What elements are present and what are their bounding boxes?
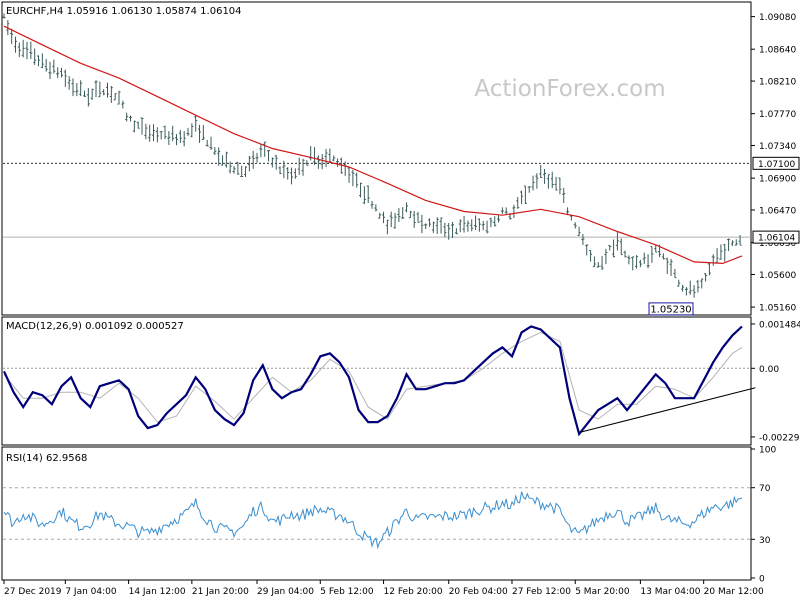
price-bars [2,13,742,298]
price-y-tick-label: 1.05160 [759,304,796,314]
macd-y-tick-label: -0.002297 [759,433,800,443]
price-y-tick-label: 1.06900 [759,175,796,185]
level-price-box [752,156,800,170]
x-tick-label: 29 Jan 04:00 [257,587,314,597]
price-y-tick-label: 1.09080 [759,13,796,23]
rsi-y-tick-label: 100 [759,446,776,456]
current-price-label: 1.06104 [758,234,795,244]
moving-average-line [3,25,743,265]
x-tick-label: 21 Jan 20:00 [192,587,249,597]
x-tick-label: 14 Jan 12:00 [129,587,186,597]
current-price-box [752,230,800,244]
x-tick-label: 27 Dec 2019 [4,587,62,597]
level-price-label: 1.07100 [758,160,795,170]
x-tick-label: 7 Jan 04:00 [65,587,117,597]
macd-panel-frame [1,316,752,446]
rsi-chart [3,487,751,550]
macd-trend-line [578,387,756,434]
rsi-line [3,491,743,550]
x-tick-label: 27 Feb 12:00 [512,587,571,597]
price-y-tick-label: 1.08640 [759,46,796,56]
price-y-tick-label: 1.07770 [759,110,796,120]
macd-main-line [3,325,743,437]
macd-panel-title: MACD(12,26,9) 0.001092 0.000527 [6,321,184,332]
low-annotation-label: 1.05230 [650,304,691,315]
macd-y-tick-label: 0.001484 [759,320,800,330]
price-y-tick-label: 1.08210 [759,78,796,88]
watermark: ActionForex.com [474,76,665,102]
price-y-tick-label: 1.05600 [759,271,796,281]
x-tick-label: 5 Feb 12:00 [320,587,374,597]
x-tick-label: 13 Mar 04:00 [640,587,700,597]
x-tick-label: 12 Feb 20:00 [384,587,443,597]
macd-chart [3,325,756,437]
axes: 1.09080 1.08640 1.08210 1.07770 1.07340 1.069… [3,13,800,597]
macd-y-tick-label: 0.00 [759,365,779,375]
rsi-y-tick-label: 30 [759,536,771,546]
x-tick-label: 5 Mar 20:00 [575,587,630,597]
x-tick-label: 20 Feb 04:00 [449,587,508,597]
low-annotation-box [648,302,694,316]
price-panel-frame [1,1,752,316]
rsi-panel-frame [1,446,752,581]
rsi-y-tick-label: 0 [759,575,765,585]
price-panel-title: EURCHF,H4 1.05916 1.06130 1.05874 1.0610… [6,6,242,17]
price-y-tick-label: 1.07340 [759,142,796,152]
rsi-y-tick-label: 70 [759,484,771,494]
price-y-tick-label: 1.06030 [759,239,796,249]
price-chart: 1.05230 [2,13,751,316]
rsi-panel-title: RSI(14) 62.9568 [6,453,87,464]
price-y-tick-label: 1.06470 [759,207,796,217]
x-tick-label: 20 Mar 12:00 [704,587,764,597]
